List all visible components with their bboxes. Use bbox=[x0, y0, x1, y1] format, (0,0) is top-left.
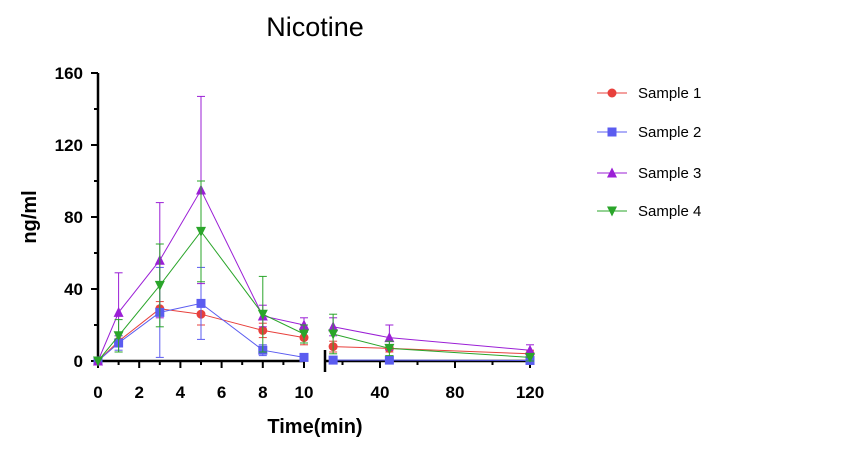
y-axis: 0 40 80 120 160 bbox=[55, 64, 100, 371]
legend-label: Sample 4 bbox=[638, 203, 701, 220]
marker-triangle-down bbox=[257, 309, 268, 320]
plot-area bbox=[93, 95, 535, 367]
y-tick-label: 120 bbox=[55, 136, 83, 155]
y-tick-label: 0 bbox=[74, 352, 83, 371]
marker-triangle-down bbox=[525, 352, 535, 363]
marker-square bbox=[196, 298, 206, 308]
series-4 bbox=[93, 180, 535, 367]
marker-square bbox=[607, 127, 617, 137]
marker-triangle-down bbox=[113, 331, 124, 342]
marker-triangle-up bbox=[384, 332, 395, 343]
series-line bbox=[97, 230, 305, 362]
marker-triangle-down bbox=[384, 343, 395, 354]
x-tick-label: 6 bbox=[217, 383, 226, 402]
x-tick-label: 4 bbox=[176, 383, 186, 402]
x-tick-label: 120 bbox=[516, 383, 544, 402]
legend-label: Sample 2 bbox=[638, 124, 701, 141]
marker-triangle-down bbox=[154, 280, 165, 291]
series-line bbox=[333, 326, 531, 351]
marker-square bbox=[299, 352, 309, 362]
x-ticks: 0 2 4 6 8 10 40 80 120 bbox=[93, 361, 544, 402]
marker-square bbox=[384, 355, 394, 365]
x-tick-label: 8 bbox=[258, 383, 267, 402]
marker-triangle-down bbox=[93, 356, 103, 367]
marker-triangle-up bbox=[607, 167, 617, 178]
y-tick-label: 40 bbox=[64, 280, 83, 299]
x-tick-label: 2 bbox=[134, 383, 143, 402]
marker-triangle-down bbox=[328, 329, 339, 340]
marker-triangle-down bbox=[607, 206, 617, 217]
legend-label: Sample 1 bbox=[638, 85, 701, 102]
x-tick-label: 80 bbox=[446, 383, 465, 402]
chart-title: Nicotine bbox=[266, 12, 364, 42]
legend-item-3: Sample 3 bbox=[597, 165, 701, 182]
x-tick-label: 40 bbox=[371, 383, 390, 402]
y-tick-label: 80 bbox=[64, 208, 83, 227]
legend-item-2: Sample 2 bbox=[597, 124, 701, 141]
y-tick-label: 160 bbox=[55, 64, 83, 83]
x-tick-label: 10 bbox=[295, 383, 314, 402]
legend-label: Sample 3 bbox=[638, 165, 701, 182]
marker-square bbox=[328, 355, 338, 365]
legend-item-4: Sample 4 bbox=[597, 203, 701, 220]
x-axis: 0 2 4 6 8 10 40 80 120 bbox=[93, 350, 544, 402]
marker-triangle-up bbox=[113, 306, 124, 317]
legend: Sample 1 Sample 2 Sample 3 Sample 4 bbox=[597, 85, 701, 220]
legend-item-1: Sample 1 bbox=[597, 85, 701, 102]
marker-triangle-down bbox=[196, 226, 206, 237]
marker-triangle-down bbox=[299, 329, 309, 340]
series-line bbox=[333, 333, 531, 358]
y-ticks: 0 40 80 120 160 bbox=[55, 64, 98, 371]
marker-triangle-up bbox=[525, 344, 535, 355]
y-axis-label: ng/ml bbox=[19, 190, 41, 243]
marker-circle bbox=[607, 88, 617, 98]
x-tick-label: 0 bbox=[93, 383, 102, 402]
x-axis-label: Time(min) bbox=[267, 416, 362, 438]
